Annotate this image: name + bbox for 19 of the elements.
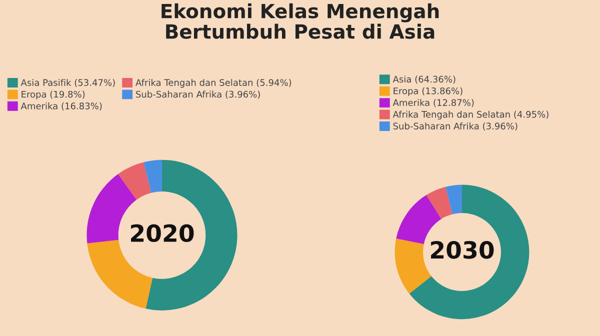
donut-slice	[409, 184, 530, 320]
donut-slice	[118, 162, 152, 200]
legend-label: Sub-Saharan Afrika (3.96%)	[136, 90, 260, 99]
legend-label: Amerika (16.83%)	[20, 102, 102, 110]
donut-slice	[426, 186, 452, 219]
chart-title: Ekonomi Kelas Menengah Bertumbuh Pesat di Asia	[162, 3, 439, 39]
legend-label: Eropa (13.86%)	[394, 87, 462, 96]
legend-label: Asia Pasifik (53.47%)	[20, 78, 115, 88]
legend-label: Asia (64.36%)	[392, 76, 456, 84]
donut-slice	[143, 160, 162, 193]
legend-label: Amerika (12.87%)	[392, 99, 474, 108]
legend-label: Afrika Tengah dan Selatan (4.95%)	[392, 110, 548, 120]
donut-slice	[445, 184, 462, 214]
legend-label: Sub-Saharan Afrika (3.96%)	[393, 122, 518, 131]
text: 2020	[131, 224, 194, 242]
legend-label: Afrika Tengah dan Selatan (5.94%)	[136, 78, 292, 88]
text: 2030	[431, 240, 494, 259]
legend-label: Eropa (19.8%)	[22, 90, 85, 100]
donut-slice	[394, 238, 432, 294]
